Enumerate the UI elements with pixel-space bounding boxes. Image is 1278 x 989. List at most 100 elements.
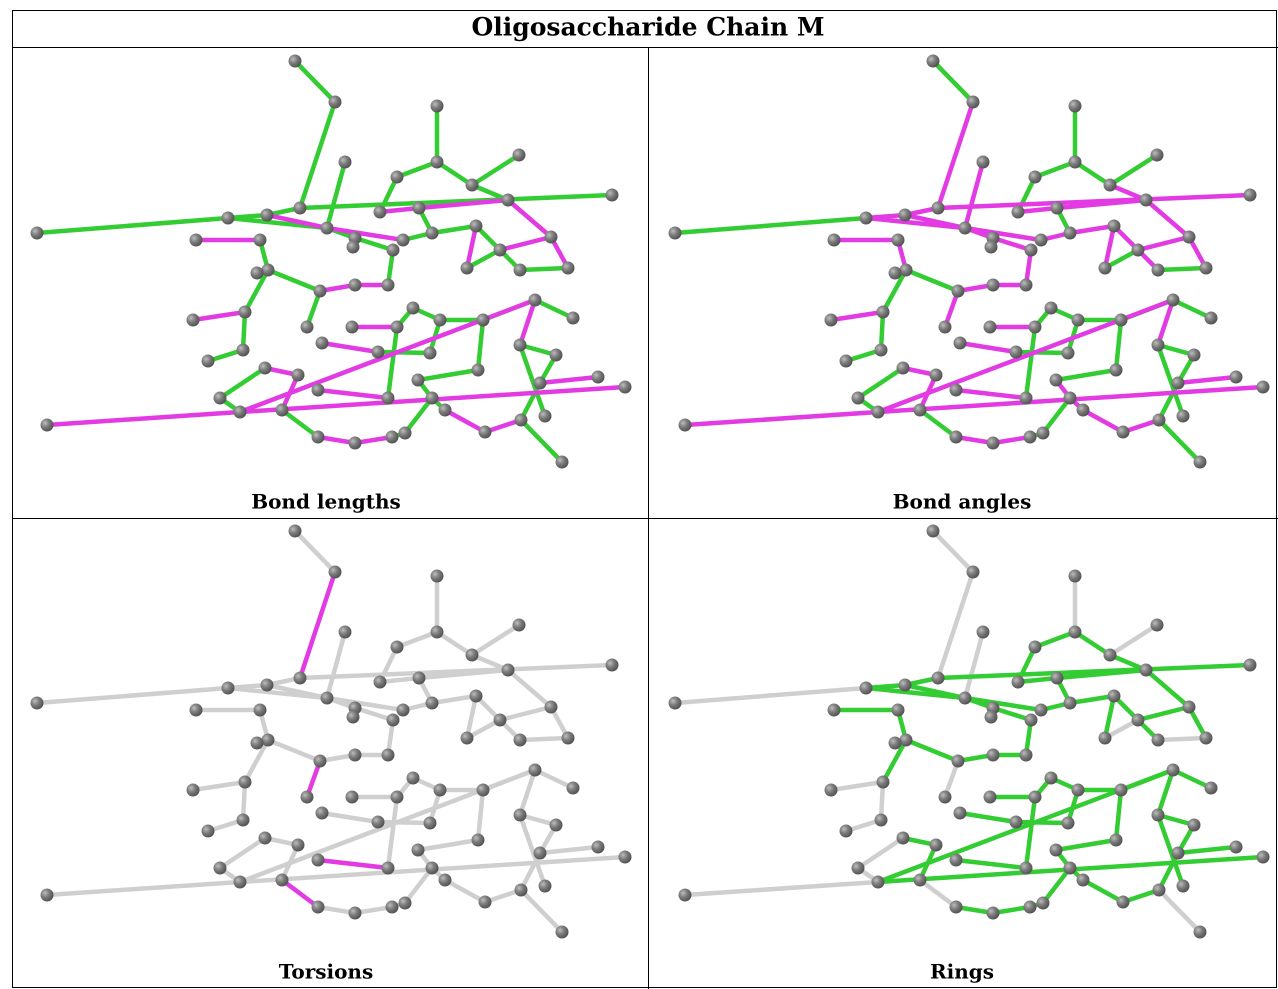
atom <box>407 772 420 785</box>
atom <box>1035 234 1048 247</box>
atom <box>1024 431 1037 444</box>
atom <box>1099 732 1112 745</box>
bond <box>1016 822 1068 823</box>
atom <box>346 321 359 334</box>
atom <box>1153 884 1166 897</box>
atom <box>477 314 490 327</box>
atom <box>1045 302 1058 315</box>
atom <box>1140 194 1153 207</box>
bond <box>388 797 397 868</box>
atom <box>950 384 963 397</box>
atom <box>1050 844 1063 857</box>
atom <box>374 676 387 689</box>
atom <box>840 825 853 838</box>
atom <box>426 862 439 875</box>
atom <box>431 156 444 169</box>
atom <box>515 884 528 897</box>
atom <box>1037 897 1050 910</box>
atom <box>1020 392 1033 405</box>
atom <box>932 672 945 685</box>
atom <box>494 714 507 727</box>
atom <box>413 202 426 215</box>
bond <box>1138 237 1189 250</box>
outer-border <box>13 11 1277 988</box>
atom <box>1099 262 1112 275</box>
molecule <box>669 55 1270 469</box>
atom <box>234 876 247 889</box>
atom <box>477 784 490 797</box>
atom <box>470 690 483 703</box>
atom <box>1104 179 1117 192</box>
atom <box>202 825 215 838</box>
bond <box>1158 268 1206 270</box>
bond <box>220 368 265 398</box>
atom <box>1205 782 1218 795</box>
atom <box>494 244 507 257</box>
atom <box>187 784 200 797</box>
bond <box>938 102 973 208</box>
bond <box>1146 200 1189 237</box>
atom <box>828 704 841 717</box>
atom <box>534 847 547 860</box>
atom <box>339 156 352 169</box>
atom <box>514 809 527 822</box>
atom <box>914 404 927 417</box>
atom <box>939 791 952 804</box>
atom <box>222 212 235 225</box>
atom <box>239 776 252 789</box>
bond <box>47 882 240 895</box>
atom <box>397 234 410 247</box>
bond <box>282 410 318 437</box>
atom <box>312 384 325 397</box>
bond <box>831 312 883 320</box>
atom <box>502 194 515 207</box>
atom <box>41 889 54 902</box>
atom <box>592 371 605 384</box>
atom <box>897 362 910 375</box>
atom <box>619 381 632 394</box>
atom <box>466 649 479 662</box>
bond <box>268 740 320 761</box>
bond <box>1070 226 1114 233</box>
bond <box>500 707 551 720</box>
atom <box>939 321 952 334</box>
bond <box>1146 670 1189 707</box>
bond <box>1158 738 1206 740</box>
atom <box>1200 262 1213 275</box>
atom <box>259 832 272 845</box>
atom <box>1035 704 1048 717</box>
atom <box>479 426 492 439</box>
atom <box>386 431 399 444</box>
atom <box>679 889 692 902</box>
atom <box>1183 701 1196 714</box>
atom <box>262 264 275 277</box>
atom <box>439 874 452 887</box>
bond <box>388 327 397 398</box>
bond <box>300 102 335 208</box>
atom <box>387 714 400 727</box>
atom <box>514 339 527 352</box>
atom <box>292 369 305 382</box>
atom <box>399 897 412 910</box>
atom <box>1167 294 1180 307</box>
atom <box>1205 312 1218 325</box>
atom <box>372 816 385 829</box>
atom <box>187 314 200 327</box>
atom <box>606 659 619 672</box>
atom <box>1152 809 1165 822</box>
atom <box>567 312 580 325</box>
atom <box>556 926 569 939</box>
atom <box>1200 732 1213 745</box>
atom <box>930 369 943 382</box>
atom <box>950 431 963 444</box>
atom <box>987 437 1000 450</box>
atom <box>276 404 289 417</box>
atom <box>606 189 619 202</box>
atom <box>967 566 980 579</box>
atom <box>1257 851 1270 864</box>
atom <box>329 566 342 579</box>
bond <box>508 670 551 707</box>
atom <box>1172 847 1185 860</box>
bond <box>37 218 228 233</box>
atom <box>1177 410 1190 423</box>
